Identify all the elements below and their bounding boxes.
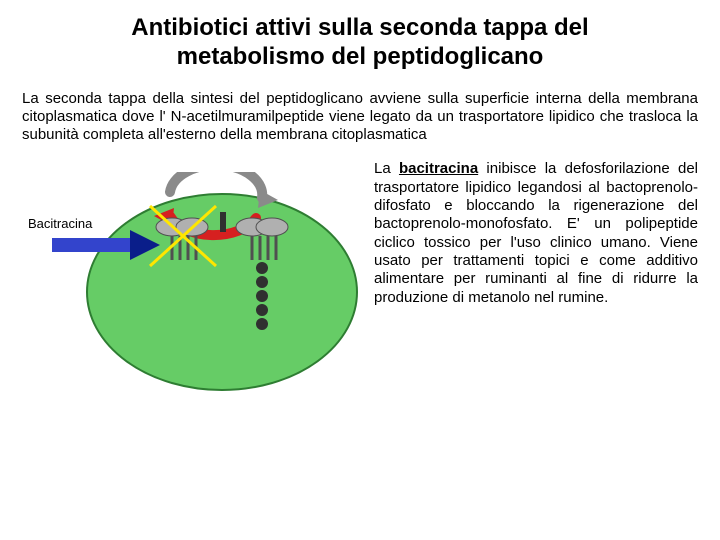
cell-diagram: Bacitracina — [22, 172, 362, 392]
pep-bead-5 — [256, 318, 268, 330]
intro-paragraph: La seconda tappa della sintesi del pepti… — [22, 90, 698, 145]
diagram-column: Bacitracina — [22, 154, 362, 392]
arrow-shaft — [52, 238, 130, 252]
cell-svg — [22, 172, 362, 392]
pep-bead-4 — [256, 304, 268, 316]
text-column: La bacitracina inibisce la defosforilazi… — [374, 154, 698, 392]
page-title: Antibiotici attivi sulla seconda tappa d… — [72, 14, 648, 72]
para-post: inibisce la defosforilazione del traspor… — [374, 160, 698, 305]
pep-bead-3 — [256, 290, 268, 302]
lipid-head-right-b — [256, 218, 288, 236]
pep-bead-1 — [256, 262, 268, 274]
main-paragraph: La bacitracina inibisce la defosforilazi… — [374, 160, 698, 306]
title-line-1: Antibiotici attivi sulla seconda tappa d… — [131, 14, 588, 41]
para-pre: La — [374, 160, 399, 177]
pep-bead-2 — [256, 276, 268, 288]
title-line-2: metabolismo del peptidoglicano — [177, 43, 544, 70]
center-bar — [220, 212, 226, 232]
content-row: Bacitracina La bacitracina inibisce la d… — [22, 154, 698, 392]
drug-name: bacitracina — [399, 160, 478, 177]
bacitracin-label: Bacitracina — [28, 216, 92, 231]
